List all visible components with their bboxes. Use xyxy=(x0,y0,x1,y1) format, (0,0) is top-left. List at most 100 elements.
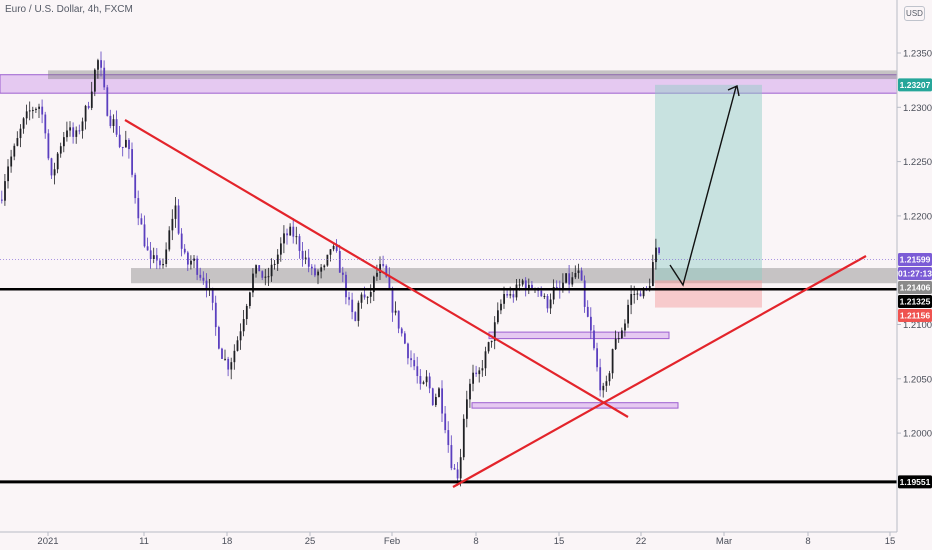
candle-body xyxy=(478,370,481,375)
price-badge-label: 01:27:13 xyxy=(898,269,932,279)
candle xyxy=(298,233,301,259)
candle-body xyxy=(162,263,164,266)
candle xyxy=(444,406,447,434)
candle xyxy=(22,117,25,134)
candle xyxy=(565,272,567,284)
candle-body xyxy=(509,294,512,296)
candle-body xyxy=(568,273,571,285)
candle-body xyxy=(252,273,254,293)
candle-body xyxy=(357,302,360,321)
projection-arrow xyxy=(669,86,737,287)
candle-body xyxy=(75,130,78,137)
price-badge-label: 1.19551 xyxy=(900,477,931,487)
candle-body xyxy=(425,376,428,383)
candle xyxy=(354,311,357,322)
candle xyxy=(162,258,164,269)
candle xyxy=(658,246,660,255)
candle xyxy=(621,327,623,339)
candle xyxy=(577,263,580,279)
candle-body xyxy=(540,290,543,297)
candle xyxy=(549,293,552,315)
candle-body xyxy=(72,127,75,137)
candle xyxy=(500,299,502,315)
candle xyxy=(583,275,586,313)
candle xyxy=(652,254,654,287)
candle xyxy=(90,81,93,111)
candle-body xyxy=(593,330,595,349)
candle xyxy=(571,271,574,287)
candle xyxy=(4,173,6,206)
candle xyxy=(586,300,589,318)
candle xyxy=(555,280,558,289)
currency-button[interactable]: USD xyxy=(904,6,925,21)
candle-body xyxy=(276,254,279,264)
candle xyxy=(475,365,478,377)
candle xyxy=(28,101,31,121)
resistance-zone-grey xyxy=(48,70,897,80)
x-tick-label: 15 xyxy=(554,536,565,547)
candle-body xyxy=(326,254,329,266)
price-badge-bg xyxy=(898,280,932,294)
candle-body xyxy=(549,299,552,309)
candle xyxy=(317,269,319,285)
price-badge-label: 1.21156 xyxy=(900,311,931,321)
candle-body xyxy=(335,246,338,251)
candle xyxy=(13,143,16,161)
candle-body xyxy=(602,385,605,391)
candle-body xyxy=(171,218,174,231)
y-tick-label: 1.20000 xyxy=(903,429,932,440)
candle xyxy=(506,289,509,298)
candle xyxy=(193,255,195,269)
candle-body xyxy=(100,60,102,68)
candle xyxy=(202,271,205,285)
candle-body xyxy=(47,133,50,159)
candle xyxy=(416,356,419,384)
candle xyxy=(218,325,220,350)
candle-body xyxy=(524,280,527,291)
candle xyxy=(497,302,499,325)
candle xyxy=(118,125,121,149)
candle xyxy=(528,278,530,295)
candle-body xyxy=(332,246,335,250)
candle xyxy=(149,241,152,269)
x-tick-label: 25 xyxy=(305,536,316,547)
candle-body xyxy=(112,119,115,127)
position-target-zone xyxy=(655,84,762,281)
candle xyxy=(366,296,369,305)
candle xyxy=(103,60,106,91)
candle-body xyxy=(19,128,22,139)
candle-body xyxy=(230,362,233,370)
candle xyxy=(87,101,90,110)
candle-body xyxy=(180,233,183,249)
candle-body xyxy=(428,376,431,389)
candle-body xyxy=(565,273,567,283)
price-badge-bg xyxy=(898,308,932,322)
candle xyxy=(255,264,257,278)
candle-body xyxy=(348,297,350,300)
x-tick-label: Feb xyxy=(384,536,400,547)
candle-body xyxy=(81,121,84,131)
candle xyxy=(81,117,84,139)
candle-body xyxy=(627,304,629,324)
x-tick-label: 2021 xyxy=(37,536,58,547)
candle xyxy=(270,258,273,282)
candle-body xyxy=(360,294,363,303)
candle-body xyxy=(199,274,202,278)
candle-body xyxy=(546,295,549,309)
candle-body xyxy=(345,274,347,298)
candle xyxy=(419,369,422,390)
candle xyxy=(125,130,127,148)
candle xyxy=(379,256,381,280)
candle xyxy=(47,129,50,161)
candle xyxy=(410,350,412,368)
candle-body xyxy=(311,266,313,269)
candle-body xyxy=(617,338,620,340)
candle-body xyxy=(270,264,273,277)
candle-body xyxy=(90,91,93,108)
candle xyxy=(627,299,629,328)
candle-body xyxy=(342,272,344,275)
candle xyxy=(655,238,657,270)
candle-body xyxy=(472,372,474,384)
